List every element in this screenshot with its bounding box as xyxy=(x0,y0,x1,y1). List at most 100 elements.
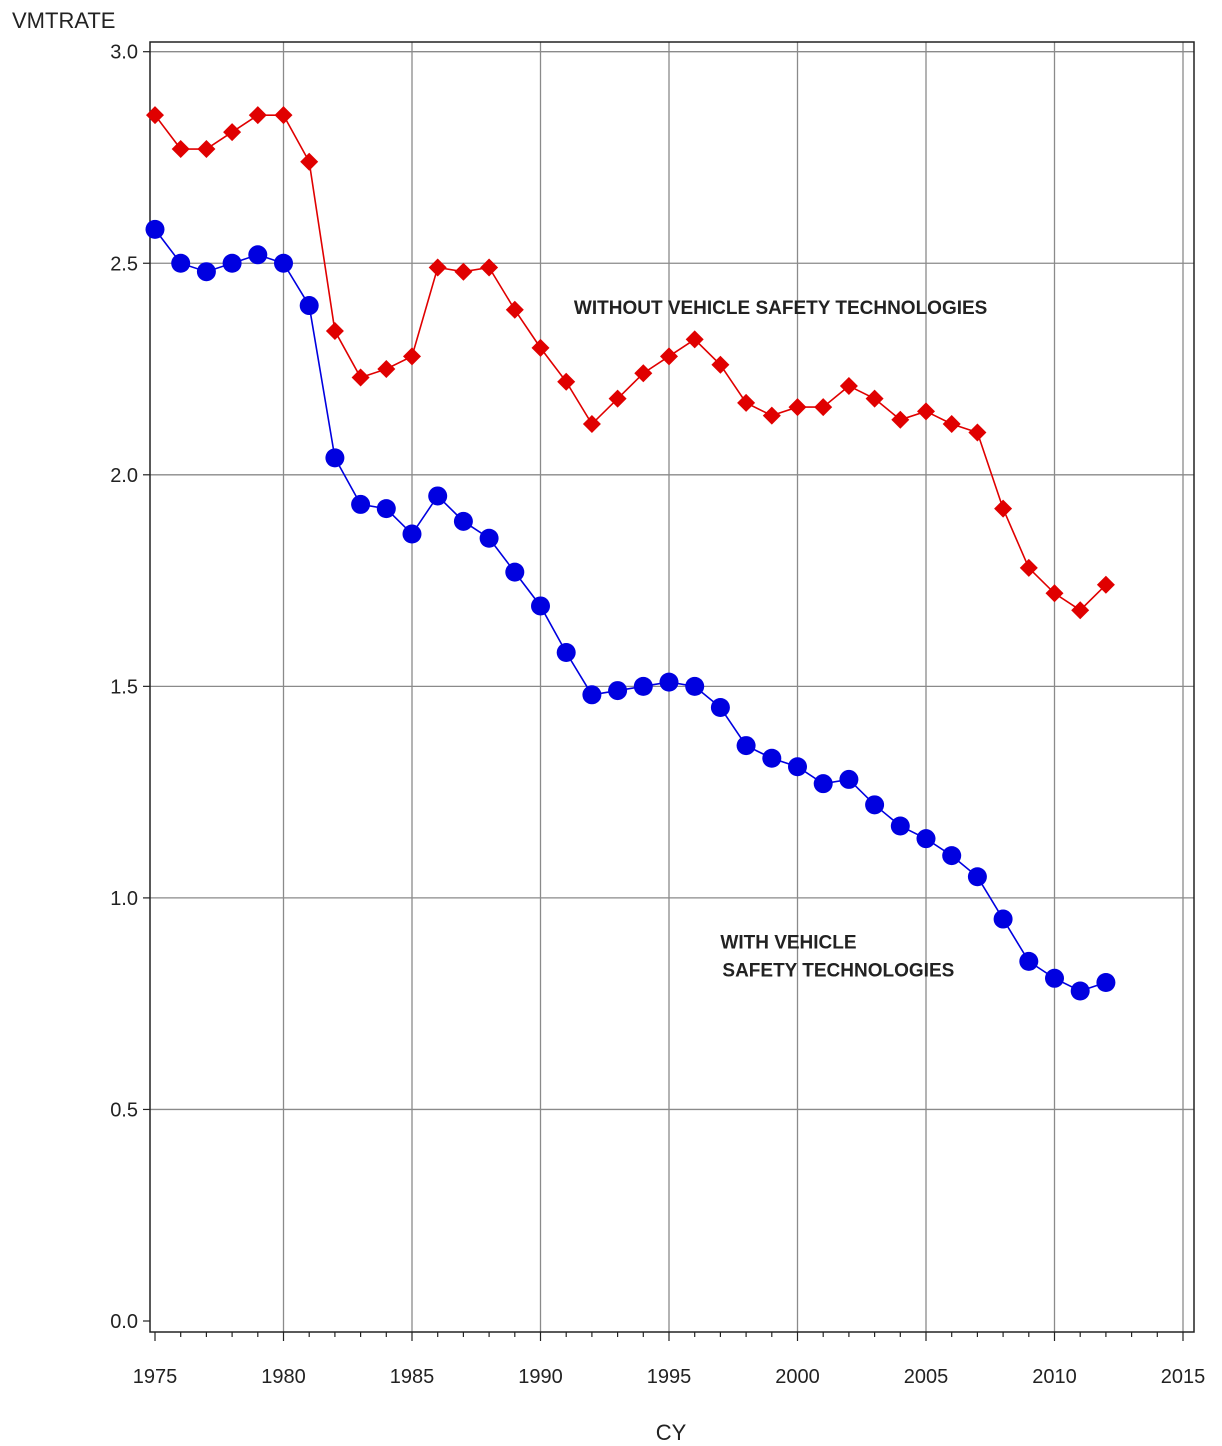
data-point-circle xyxy=(633,676,653,696)
data-point-circle xyxy=(171,253,191,273)
data-point-circle xyxy=(531,596,550,616)
data-point-diamond xyxy=(171,140,190,159)
data-point-diamond xyxy=(454,262,473,281)
data-point-circle xyxy=(1096,973,1116,993)
data-point-diamond xyxy=(428,258,447,277)
data-point-circle xyxy=(582,685,602,705)
annotation-label: WITH VEHICLE xyxy=(720,933,856,954)
x-tick-label: 1985 xyxy=(390,1366,435,1388)
data-point-circle xyxy=(325,448,345,468)
data-point-circle xyxy=(890,816,910,836)
x-tick-label: 1995 xyxy=(647,1366,692,1388)
data-point-diamond xyxy=(865,389,884,408)
data-point-circle xyxy=(428,486,448,506)
data-point-diamond xyxy=(942,415,961,434)
y-tick-label: 1.0 xyxy=(110,888,138,910)
data-point-circle xyxy=(222,253,242,273)
y-tick-label: 0.5 xyxy=(110,1099,138,1121)
data-point-diamond xyxy=(660,347,678,366)
annotation-label: WITHOUT VEHICLE SAFETY TECHNOLOGIES xyxy=(574,298,987,319)
data-point-diamond xyxy=(557,372,576,391)
data-point-circle xyxy=(736,736,756,756)
x-axis-title: CY xyxy=(656,1420,687,1445)
data-point-diamond xyxy=(582,415,601,434)
data-point-circle xyxy=(839,769,859,789)
data-point-circle xyxy=(788,757,807,777)
annotations: WITHOUT VEHICLE SAFETY TECHNOLOGIES WITH … xyxy=(574,298,987,982)
x-tick-label: 2005 xyxy=(904,1366,949,1388)
x-tick-label: 1975 xyxy=(133,1366,178,1388)
y-tick-label: 3.0 xyxy=(110,42,138,64)
data-point-circle xyxy=(248,245,268,265)
y-tick-label: 1.5 xyxy=(110,676,138,698)
data-point-circle xyxy=(993,909,1013,929)
data-point-diamond xyxy=(146,106,164,125)
data-point-diamond xyxy=(351,368,370,387)
data-point-circle xyxy=(1019,951,1039,971)
data-point-circle xyxy=(274,253,293,273)
data-point-diamond xyxy=(403,347,421,366)
data-point-circle xyxy=(556,643,576,663)
data-point-diamond xyxy=(685,330,704,349)
series-line xyxy=(154,228,1107,992)
data-point-circle xyxy=(196,262,216,282)
series-line xyxy=(154,114,1107,612)
data-point-circle xyxy=(813,774,833,794)
data-point-diamond xyxy=(994,499,1013,518)
data-point-circle xyxy=(762,748,782,768)
data-point-circle xyxy=(1070,981,1090,1001)
data-point-diamond xyxy=(634,364,653,383)
data-point-circle xyxy=(865,795,885,815)
grid-lines xyxy=(150,42,1194,1332)
data-point-diamond xyxy=(891,410,910,429)
data-point-diamond xyxy=(711,355,730,374)
data-point-diamond xyxy=(197,140,216,159)
series-1 xyxy=(146,106,1115,620)
data-point-circle xyxy=(351,494,371,514)
data-point-diamond xyxy=(968,423,987,442)
y-tick-label: 2.0 xyxy=(110,465,138,487)
data-point-circle xyxy=(453,511,473,531)
data-point-circle xyxy=(942,846,962,866)
y-tick-label: 2.5 xyxy=(110,253,138,275)
data-point-diamond xyxy=(1019,558,1038,577)
data-point-circle xyxy=(710,698,730,718)
data-point-circle xyxy=(1045,968,1064,988)
data-point-circle xyxy=(608,681,628,701)
y-axis-title: VMTRATE xyxy=(12,8,115,33)
series-layer xyxy=(145,106,1116,1001)
data-point-diamond xyxy=(531,338,550,357)
data-point-circle xyxy=(376,499,396,519)
data-point-circle xyxy=(505,562,525,582)
data-point-circle xyxy=(299,296,319,316)
plot-frame xyxy=(149,41,1195,1333)
data-point-circle xyxy=(685,676,705,696)
data-point-diamond xyxy=(917,402,935,421)
data-point-diamond xyxy=(1071,601,1090,620)
data-point-diamond xyxy=(839,376,858,395)
data-point-diamond xyxy=(223,123,242,142)
data-point-diamond xyxy=(762,406,781,425)
data-point-diamond xyxy=(248,106,267,125)
data-point-diamond xyxy=(1045,584,1064,603)
x-tick-label: 2000 xyxy=(775,1366,820,1388)
x-tick-label: 1980 xyxy=(261,1366,306,1388)
data-point-diamond xyxy=(505,300,524,319)
data-point-diamond xyxy=(300,152,319,171)
data-point-diamond xyxy=(608,389,627,408)
data-point-circle xyxy=(659,672,679,692)
data-point-diamond xyxy=(325,321,344,340)
data-point-diamond xyxy=(814,398,833,417)
data-point-circle xyxy=(967,867,987,887)
data-point-diamond xyxy=(1096,575,1115,594)
x-tick-label: 1990 xyxy=(518,1366,563,1388)
y-tick-label: 0.0 xyxy=(110,1311,138,1333)
data-point-diamond xyxy=(788,398,807,417)
data-point-circle xyxy=(479,528,499,548)
data-point-circle xyxy=(402,524,422,544)
x-tick-label: 2010 xyxy=(1032,1366,1077,1388)
data-point-circle xyxy=(916,829,936,849)
axes: 1975 1980 1985 1990 1995 2000 2005 2010 2015 0.0 0… xyxy=(110,41,1205,1388)
data-point-diamond xyxy=(737,393,756,412)
